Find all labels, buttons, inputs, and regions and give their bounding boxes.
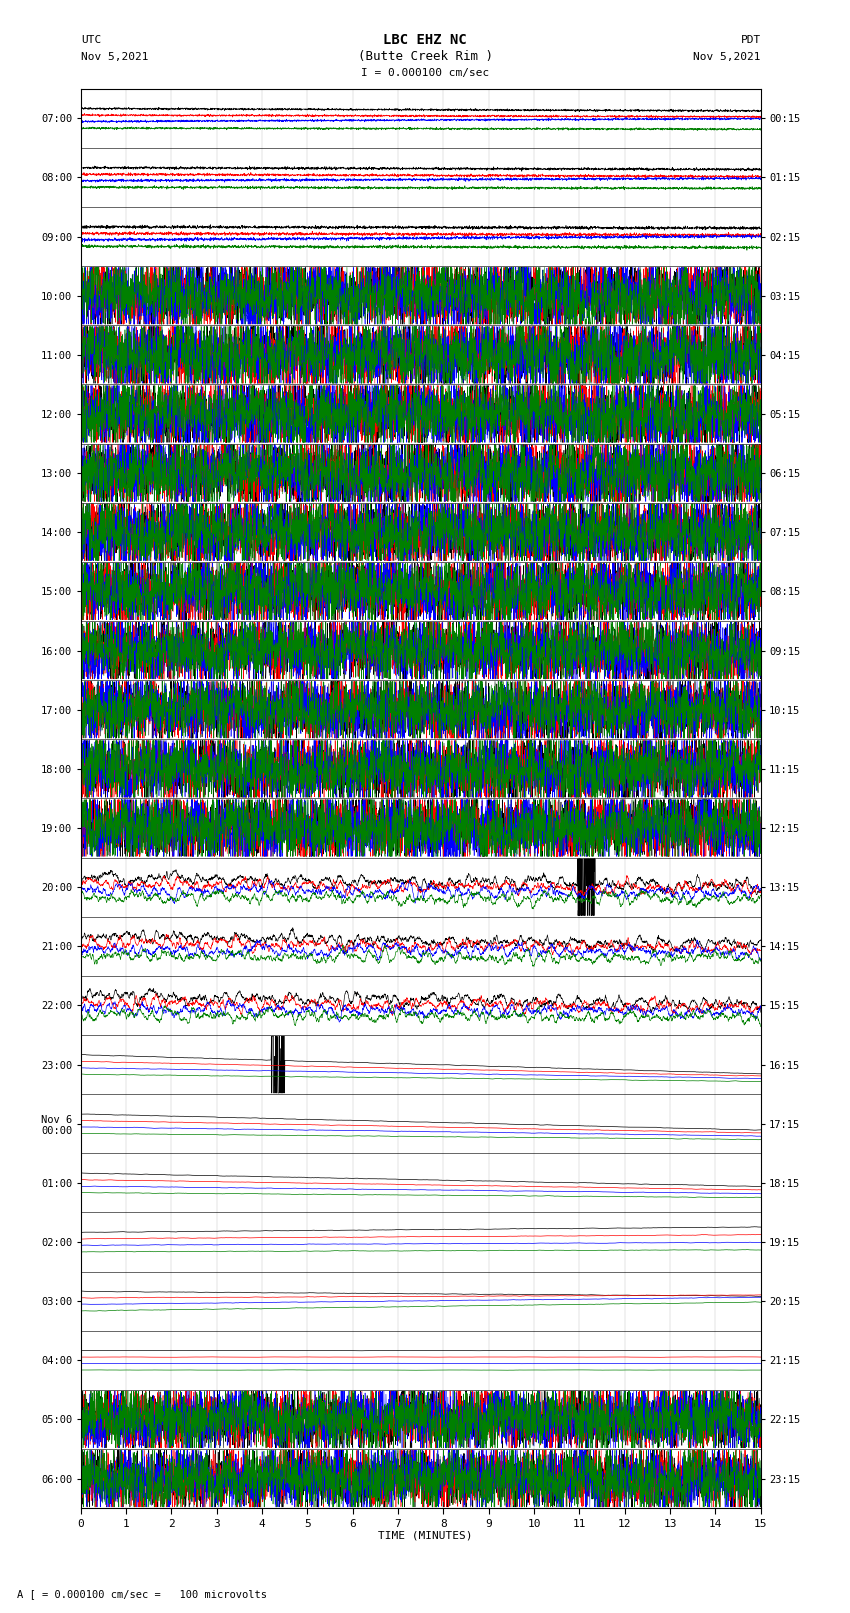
Text: LBC EHZ NC: LBC EHZ NC (383, 34, 467, 47)
Text: UTC: UTC (81, 35, 101, 45)
Text: A [ = 0.000100 cm/sec =   100 microvolts: A [ = 0.000100 cm/sec = 100 microvolts (17, 1589, 267, 1598)
Text: TIME (MINUTES): TIME (MINUTES) (377, 1531, 473, 1540)
Text: (Butte Creek Rim ): (Butte Creek Rim ) (358, 50, 492, 63)
Text: PDT: PDT (740, 35, 761, 45)
Text: Nov 5,2021: Nov 5,2021 (81, 52, 148, 61)
Text: I = 0.000100 cm/sec: I = 0.000100 cm/sec (361, 68, 489, 77)
Text: Nov 5,2021: Nov 5,2021 (694, 52, 761, 61)
